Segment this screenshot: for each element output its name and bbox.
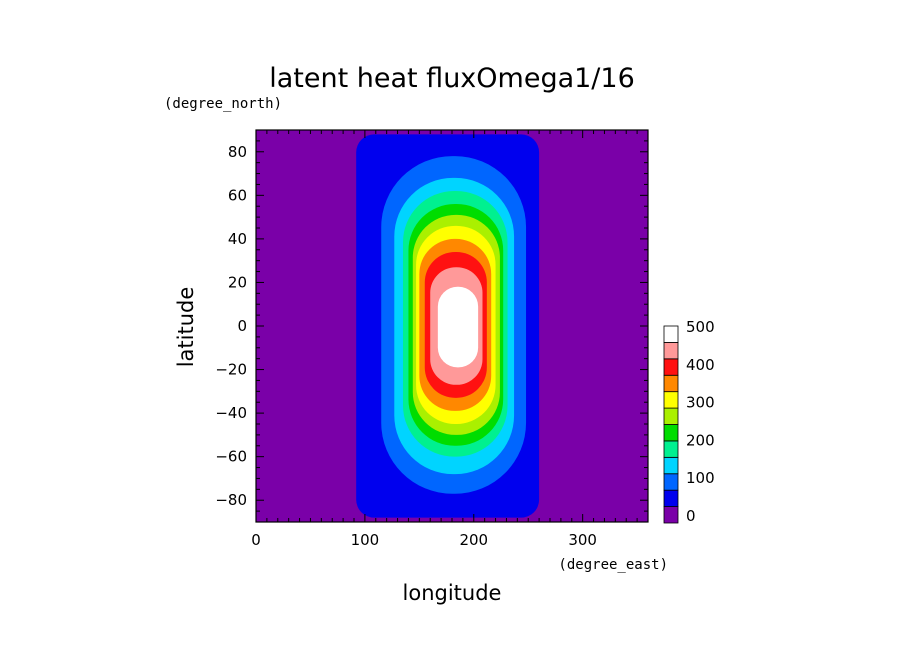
colorbar-box bbox=[663, 440, 679, 458]
x-tick-label: 300 bbox=[568, 531, 597, 549]
colorbar-boxes bbox=[663, 325, 679, 524]
colorbar-box bbox=[663, 424, 679, 442]
y-tick-label: 0 bbox=[237, 317, 247, 335]
colorbar-box bbox=[663, 325, 679, 343]
colorbar-box bbox=[663, 374, 679, 393]
y-tick-label: −60 bbox=[215, 448, 247, 466]
y-tick-label: 40 bbox=[228, 230, 247, 248]
y-tick-label: 20 bbox=[228, 273, 247, 291]
colorbar-box bbox=[663, 506, 679, 524]
colorbar-box bbox=[663, 489, 679, 507]
x-tick-label: 100 bbox=[351, 531, 380, 549]
x-axis-units: (degree_east) bbox=[558, 557, 668, 573]
colorbar-box bbox=[663, 473, 679, 491]
colorbar: 0 100 200 300 400 500 bbox=[663, 318, 715, 525]
colorbar-label: 0 bbox=[686, 507, 696, 525]
colorbar-label: 400 bbox=[686, 356, 715, 374]
contour-fills bbox=[256, 130, 648, 522]
colorbar-label: 100 bbox=[686, 469, 715, 487]
y-tick-label: −20 bbox=[215, 361, 247, 379]
y-axis-label: latitude bbox=[174, 287, 198, 368]
plot-area: 0 100 200 300 −80 −60 −40 −20 0 20 40 60 80 bbox=[215, 129, 649, 549]
colorbar-label: 500 bbox=[686, 318, 715, 336]
axis-ticks: 0 100 200 300 −80 −60 −40 −20 0 20 40 60 80 bbox=[215, 129, 649, 549]
colorbar-label: 300 bbox=[686, 394, 715, 412]
colorbar-box bbox=[663, 358, 679, 376]
x-tick-label: 200 bbox=[459, 531, 488, 549]
y-tick-label: 80 bbox=[228, 143, 247, 161]
y-axis-units: (degree_north) bbox=[164, 96, 282, 112]
colorbar-box bbox=[663, 391, 679, 409]
colorbar-label: 200 bbox=[686, 431, 715, 449]
colorbar-box bbox=[663, 456, 679, 475]
colorbar-labels: 0 100 200 300 400 500 bbox=[686, 318, 715, 525]
x-tick-label: 0 bbox=[251, 531, 261, 549]
y-tick-label: −40 bbox=[215, 404, 247, 422]
y-tick-label: 60 bbox=[228, 186, 247, 204]
colorbar-box bbox=[663, 342, 679, 360]
x-axis-label: longitude bbox=[403, 581, 502, 605]
chart-title: latent heat fluxOmega1/16 bbox=[269, 63, 635, 94]
y-tick-label: −80 bbox=[215, 491, 247, 509]
contour-band-500 bbox=[437, 286, 479, 368]
colorbar-box bbox=[663, 407, 679, 425]
